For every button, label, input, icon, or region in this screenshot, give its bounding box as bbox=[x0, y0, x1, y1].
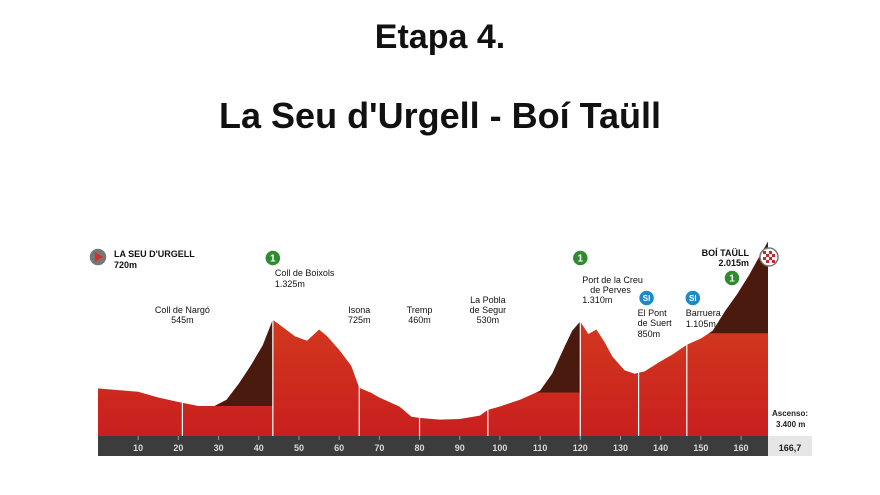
total-climb-value: 3.400 m bbox=[776, 420, 805, 429]
climb-section-3 bbox=[708, 241, 768, 334]
x-tick-label: 160 bbox=[734, 443, 749, 453]
x-axis-bar bbox=[98, 436, 768, 456]
profile-area bbox=[98, 241, 768, 436]
point-8-sprint-badge-text: SI bbox=[643, 294, 651, 303]
point-4-alt: 725m bbox=[348, 315, 371, 325]
x-tick-label: 70 bbox=[374, 443, 384, 453]
finish-flag-cell bbox=[763, 257, 766, 260]
point-7-alt: 1.310m bbox=[582, 295, 612, 305]
point-5-alt: 460m bbox=[408, 315, 431, 325]
stage-title: Etapa 4. bbox=[374, 18, 506, 56]
x-tick-label: 30 bbox=[214, 443, 224, 453]
point-2-name-1: Coll de Nargó bbox=[155, 305, 210, 315]
finish-flag-cell bbox=[763, 251, 766, 254]
x-tick-label: 140 bbox=[653, 443, 668, 453]
x-tick-label: 90 bbox=[455, 443, 465, 453]
x-tick-label: 110 bbox=[533, 443, 548, 453]
x-tick-label: 80 bbox=[415, 443, 425, 453]
point-10-name: BOÍ TAÜLL bbox=[702, 248, 750, 258]
point-6-alt: 530m bbox=[477, 315, 500, 325]
x-axis-end-box bbox=[768, 436, 812, 456]
point-1-name: LA SEU D'URGELL bbox=[114, 249, 195, 259]
point-7-name-1: Port de la Creu bbox=[582, 275, 643, 285]
point-4-name-1: Isona bbox=[348, 305, 370, 315]
point-7-name-2: de Perves bbox=[590, 285, 631, 295]
point-8-name-2: de Suert bbox=[638, 318, 673, 328]
point-3-kom-badge bbox=[264, 249, 282, 267]
finish-flag-cell bbox=[769, 257, 772, 260]
point-6-name-2: de Segur bbox=[470, 305, 507, 315]
point-10-alt: 2.015m bbox=[718, 258, 749, 268]
route-title: La Seu d'Urgell - Boí Taüll bbox=[219, 95, 661, 136]
point-8-name-1: El Pont bbox=[638, 308, 668, 318]
point-7-kom-badge-text: 1 bbox=[578, 254, 584, 265]
point-9-alt: 1.105m bbox=[686, 319, 716, 329]
x-tick-label: 50 bbox=[294, 443, 304, 453]
x-tick-label: 20 bbox=[173, 443, 183, 453]
point-9-name: Barruera bbox=[686, 308, 721, 318]
climb-section-1 bbox=[214, 319, 273, 406]
point-3-name: Coll de Boixols bbox=[275, 268, 335, 278]
point-10-kom-badge-text: 1 bbox=[729, 274, 735, 285]
point-9-sprint-badge bbox=[684, 289, 702, 307]
total-climb-label: Ascenso: bbox=[772, 409, 808, 418]
x-tick-label: 10 bbox=[133, 443, 143, 453]
finish-flag-cell bbox=[772, 260, 775, 263]
finish-flag-cell bbox=[769, 251, 772, 254]
point-2-alt: 545m bbox=[171, 315, 194, 325]
point-8-sprint-badge bbox=[637, 289, 656, 307]
x-tick-label: 40 bbox=[254, 443, 264, 453]
x-end-label: 166,7 bbox=[779, 443, 802, 453]
point-8-alt: 850m bbox=[638, 329, 661, 339]
x-tick-label: 60 bbox=[334, 443, 344, 453]
point-10-kom-badge bbox=[723, 269, 741, 287]
x-tick-label: 150 bbox=[693, 443, 708, 453]
point-3-alt: 1.325m bbox=[275, 279, 305, 289]
point-1-alt: 720m bbox=[114, 260, 137, 270]
finish-flag-cell bbox=[766, 260, 769, 263]
finish-flag-cell bbox=[766, 254, 769, 257]
point-6-name-1: La Pobla bbox=[470, 295, 506, 305]
x-tick-label: 100 bbox=[492, 443, 507, 453]
start-arrow-icon bbox=[95, 252, 103, 262]
point-3-kom-badge-text: 1 bbox=[270, 254, 276, 265]
finish-flag-cell bbox=[772, 254, 775, 257]
climb-section-2 bbox=[536, 321, 581, 393]
x-tick-label: 120 bbox=[573, 443, 588, 453]
point-5-name-1: Tremp bbox=[407, 305, 433, 315]
point-9-sprint-badge-text: SI bbox=[689, 294, 697, 303]
x-tick-label: 130 bbox=[613, 443, 628, 453]
point-7-kom-badge bbox=[571, 249, 590, 267]
